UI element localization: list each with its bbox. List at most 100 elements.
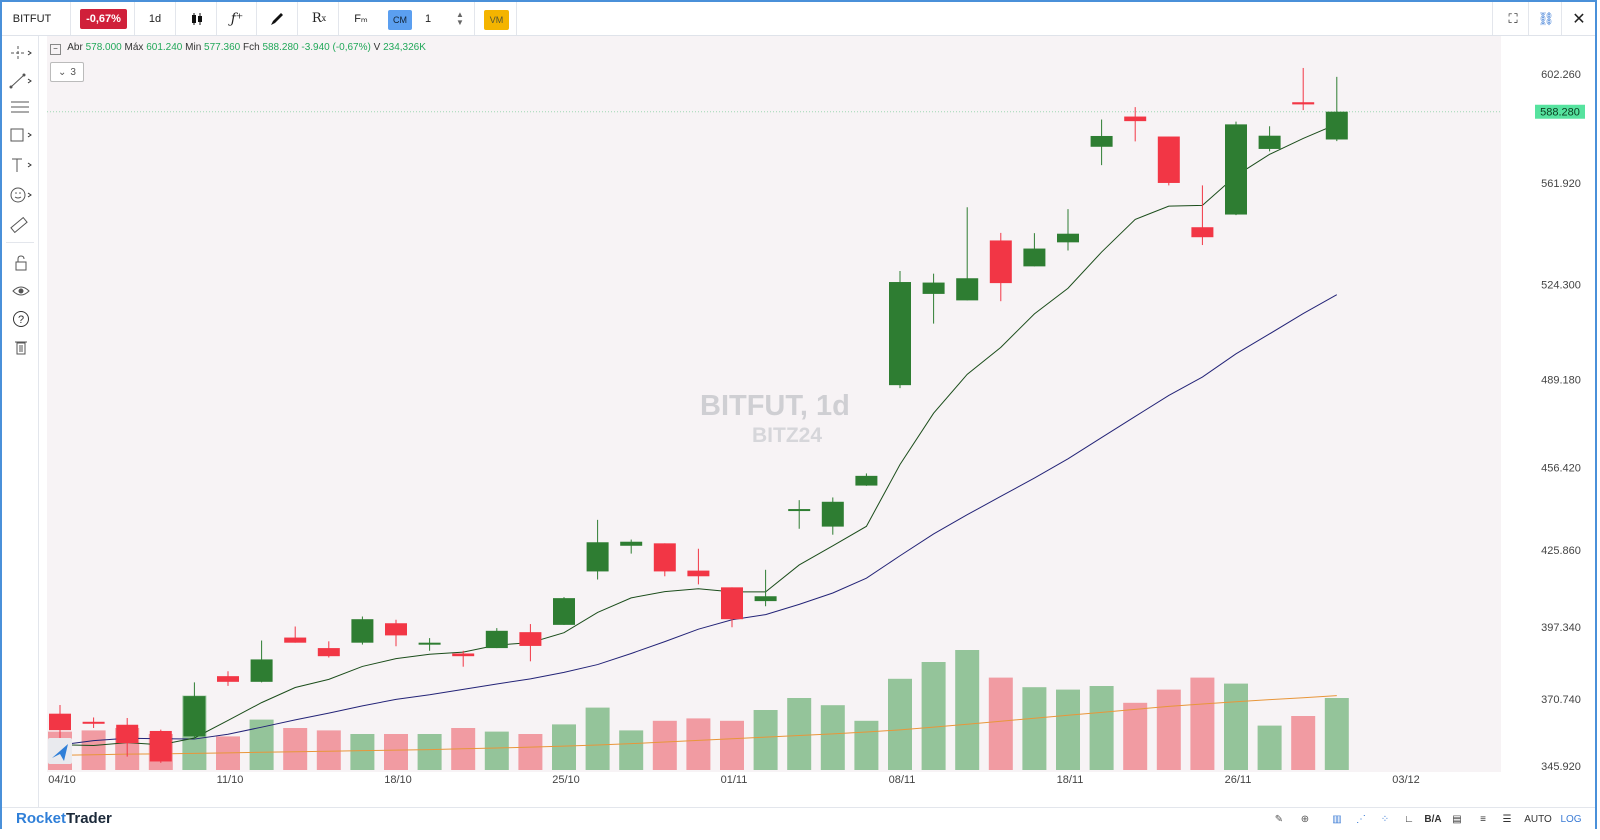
indicators-count: 3: [70, 66, 76, 78]
volume-bar: [249, 719, 274, 770]
candle-body: [989, 240, 1012, 284]
book-icon[interactable]: ▤: [1452, 813, 1462, 825]
toolbar-divider: [1528, 2, 1529, 35]
x-tick-label: 25/10: [552, 774, 580, 786]
candle-body: [485, 630, 508, 649]
volume-bar: [1022, 687, 1047, 770]
bar-chart-icon[interactable]: ▥: [1332, 813, 1342, 825]
volume-bar: [720, 720, 744, 770]
candle-body: [452, 653, 475, 657]
cm-button[interactable]: CM: [388, 10, 412, 30]
svg-text:?: ?: [18, 314, 24, 326]
price-chart[interactable]: 602.260 561.920 524.300 489.180 456.420 425.8…: [39, 36, 1595, 806]
legend-toggle-icon[interactable]: −: [50, 44, 61, 55]
timeframe-button[interactable]: 1d: [148, 12, 162, 25]
candle-body: [586, 542, 609, 572]
brand-logo: RocketTrader: [16, 810, 112, 827]
candle-body: [1090, 135, 1113, 147]
bid-ask-button[interactable]: B/A: [1424, 813, 1442, 825]
emoji-icon[interactable]: [6, 184, 36, 206]
list-icon[interactable]: ≡: [1480, 813, 1486, 825]
volume-bar: [921, 662, 946, 770]
grid-icon[interactable]: ⁘: [1380, 813, 1390, 825]
candle-body: [250, 659, 273, 682]
close-icon[interactable]: ✕: [1572, 10, 1586, 28]
low-value: 577.360: [204, 42, 241, 53]
volume-bar: [417, 734, 442, 770]
brand-part1: Rocket: [16, 810, 67, 827]
candle-body: [1258, 135, 1281, 149]
cm-value[interactable]: 1: [424, 12, 432, 25]
candle-body: [956, 278, 979, 301]
ruler-icon[interactable]: [6, 214, 36, 236]
indicators-icon[interactable]: ƒ⁺: [230, 10, 244, 27]
eye-icon[interactable]: [6, 280, 36, 302]
x-tick-label: 26/11: [1225, 774, 1252, 786]
toolbar-divider: [6, 242, 34, 243]
candle-body: [788, 509, 811, 512]
open-label: Abr: [67, 42, 83, 53]
volume-label: V: [373, 42, 381, 53]
drawing-toolbar: ?: [2, 36, 39, 808]
stepper-arrows-icon[interactable]: ▲ ▼: [456, 9, 464, 27]
toolbar-divider: [474, 2, 475, 35]
fm-button[interactable]: Fₘ: [354, 13, 368, 25]
link-icon[interactable]: ⛓: [1537, 10, 1555, 26]
volume-bar: [1123, 702, 1148, 770]
pen-icon[interactable]: [264, 2, 290, 35]
toolbar-divider: [134, 2, 135, 35]
candle-body: [1023, 248, 1046, 267]
candle-body: [1325, 111, 1348, 140]
text-icon[interactable]: [6, 154, 36, 176]
candle-body: [687, 570, 710, 577]
chevron-down-icon: ⌄: [58, 66, 67, 78]
x-tick-label: 08/11: [889, 774, 916, 786]
volume-bar: [552, 724, 576, 770]
y-tick-label: 456.420: [1541, 463, 1581, 475]
menu-icon[interactable]: ☰: [1502, 813, 1512, 825]
indicators-collapse-button[interactable]: ⌄ 3: [50, 62, 84, 82]
toolbar-divider: [516, 2, 517, 35]
candle-body: [855, 475, 878, 486]
candle-body: [922, 282, 945, 294]
x-tick-label: 18/10: [384, 774, 412, 786]
candle-body: [519, 632, 542, 646]
log-scale-button[interactable]: LOG: [1560, 813, 1582, 825]
zoom-icon[interactable]: ⊕: [1300, 813, 1310, 825]
volume-bar: [988, 677, 1013, 770]
volume-ma-line: [59, 695, 1337, 756]
watermark-title: BITFUT, 1d: [700, 390, 850, 422]
y-tick-label: 524.300: [1541, 279, 1581, 291]
lock-icon[interactable]: [6, 252, 36, 274]
candle-body: [217, 676, 239, 682]
high-label: Máx: [124, 42, 144, 53]
symbol-selector[interactable]: BITFUT: [12, 12, 52, 25]
scatter-chart-icon[interactable]: ⋰: [1356, 813, 1366, 825]
trash-icon[interactable]: [6, 336, 36, 358]
candlestick-type-icon[interactable]: [184, 2, 210, 35]
fib-lines-icon[interactable]: [6, 96, 36, 118]
volume-bar: [686, 718, 711, 770]
candle-body: [351, 619, 374, 643]
y-tick-label: 425.860: [1541, 545, 1581, 557]
toolbar-divider: [216, 2, 217, 35]
trendline-icon[interactable]: [6, 70, 36, 92]
crosshair-icon[interactable]: [6, 42, 36, 64]
volume-bar: [619, 730, 644, 770]
help-icon[interactable]: ?: [6, 308, 36, 330]
toolbar-divider: [175, 2, 176, 35]
fullscreen-icon[interactable]: ⛶: [1508, 10, 1518, 26]
volume-value: 234,326K: [383, 42, 426, 53]
candle-body: [149, 730, 172, 762]
ruler-icon[interactable]: ✎: [1274, 813, 1284, 825]
candle-body: [1057, 233, 1079, 243]
x-tick-label: 01/11: [721, 774, 748, 786]
vm-button[interactable]: VM: [484, 10, 509, 30]
auto-scale-button[interactable]: AUTO: [1524, 813, 1552, 825]
candle-body: [1225, 124, 1247, 215]
candle-body: [284, 637, 307, 643]
axis-icon[interactable]: ∟: [1404, 813, 1414, 825]
rectangle-icon[interactable]: [6, 124, 36, 146]
y-tick-label: 345.920: [1541, 761, 1581, 773]
